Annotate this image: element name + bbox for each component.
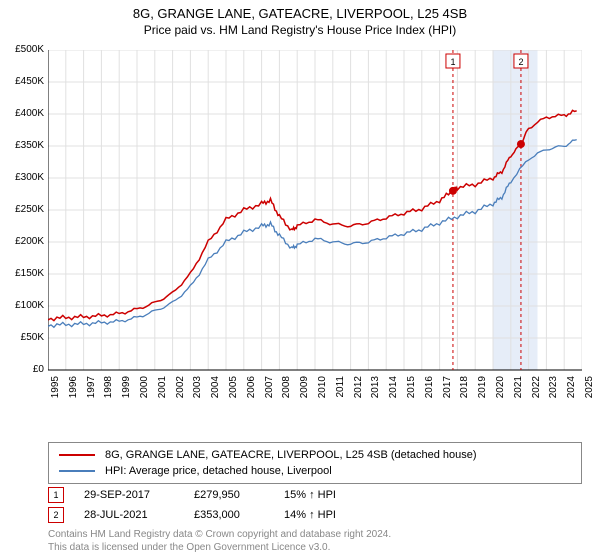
- sale-date: 29-SEP-2017: [84, 489, 194, 501]
- legend-item: HPI: Average price, detached house, Live…: [55, 463, 575, 479]
- footer-attribution: Contains HM Land Registry data © Crown c…: [48, 528, 582, 554]
- chart-svg: 12: [48, 50, 582, 405]
- legend-label: 8G, GRANGE LANE, GATEACRE, LIVERPOOL, L2…: [105, 449, 477, 461]
- svg-text:2: 2: [518, 57, 523, 67]
- sale-marker-box: 2: [48, 507, 64, 523]
- chart-plot-area: 12: [48, 50, 582, 405]
- svg-text:1: 1: [450, 57, 455, 67]
- sale-marker-num: 1: [53, 490, 58, 500]
- sale-price: £279,950: [194, 489, 284, 501]
- legend-label: HPI: Average price, detached house, Live…: [105, 465, 332, 477]
- sale-price: £353,000: [194, 509, 284, 521]
- sale-marker-num: 2: [53, 510, 58, 520]
- sale-row: 1 29-SEP-2017 £279,950 15% ↑ HPI: [48, 485, 582, 505]
- sales-table: 1 29-SEP-2017 £279,950 15% ↑ HPI 2 28-JU…: [48, 485, 582, 525]
- sale-row: 2 28-JUL-2021 £353,000 14% ↑ HPI: [48, 505, 582, 525]
- sale-delta: 14% ↑ HPI: [284, 509, 374, 521]
- chart-container: 8G, GRANGE LANE, GATEACRE, LIVERPOOL, L2…: [0, 0, 600, 560]
- legend-box: 8G, GRANGE LANE, GATEACRE, LIVERPOOL, L2…: [48, 442, 582, 484]
- sale-marker-box: 1: [48, 487, 64, 503]
- legend-swatch: [59, 454, 95, 456]
- legend-item: 8G, GRANGE LANE, GATEACRE, LIVERPOOL, L2…: [55, 447, 575, 463]
- sale-date: 28-JUL-2021: [84, 509, 194, 521]
- chart-subtitle: Price paid vs. HM Land Registry's House …: [0, 23, 600, 37]
- chart-title: 8G, GRANGE LANE, GATEACRE, LIVERPOOL, L2…: [0, 6, 600, 21]
- sale-delta: 15% ↑ HPI: [284, 489, 374, 501]
- footer-line: Contains HM Land Registry data © Crown c…: [48, 528, 582, 541]
- footer-line: This data is licensed under the Open Gov…: [48, 541, 582, 554]
- title-block: 8G, GRANGE LANE, GATEACRE, LIVERPOOL, L2…: [0, 0, 600, 37]
- legend-swatch: [59, 470, 95, 472]
